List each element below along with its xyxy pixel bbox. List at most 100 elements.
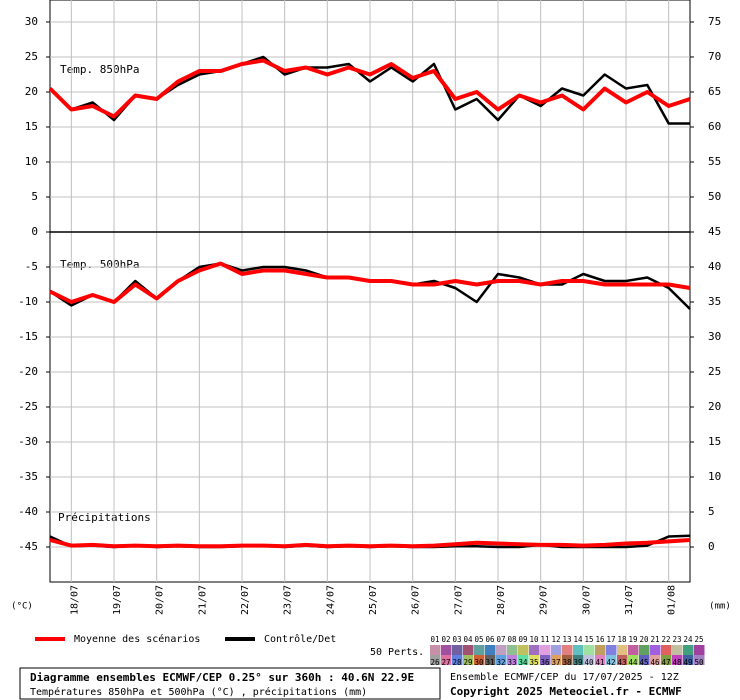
y2-tick-label: 75 [708, 15, 721, 28]
member-label: 40 [584, 658, 594, 667]
y-tick-label: -10 [18, 295, 38, 308]
y2-axis-label: (mm) [709, 602, 731, 612]
x-tick-label: 23/07 [283, 585, 294, 615]
member-swatch [694, 655, 705, 665]
member-swatch [562, 655, 573, 665]
y2-tick-label: 40 [708, 260, 721, 273]
member-label: 04 [463, 635, 473, 644]
member-swatch [430, 645, 441, 655]
footer-subtitle: Températures 850hPa et 500hPa (°C) , pré… [30, 686, 367, 698]
member-swatch [430, 655, 441, 665]
member-label: 33 [507, 658, 516, 667]
x-tick-label: 18/07 [69, 585, 80, 615]
y2-tick-label: 55 [708, 155, 721, 168]
member-label: 06 [485, 635, 495, 644]
member-swatch [628, 655, 639, 665]
member-label: 22 [661, 635, 670, 644]
member-label: 27 [441, 658, 450, 667]
member-label: 32 [496, 658, 505, 667]
member-swatch [496, 645, 507, 655]
member-swatch [452, 655, 463, 665]
y2-tick-label: 45 [708, 225, 721, 238]
x-tick-label: 30/07 [581, 585, 592, 615]
y-tick-label: -35 [18, 470, 38, 483]
member-label: 31 [485, 658, 494, 667]
member-swatch [474, 645, 485, 655]
member-label: 50 [694, 658, 704, 667]
x-tick-label: 21/07 [197, 585, 208, 615]
x-tick-label: 01/08 [667, 585, 678, 615]
y2-tick-label: 5 [708, 505, 715, 518]
member-swatch [441, 645, 452, 655]
member-swatch [639, 655, 650, 665]
y-tick-label: 30 [25, 15, 38, 28]
member-label: 34 [518, 658, 528, 667]
y2-tick-label: 65 [708, 85, 721, 98]
member-swatch [584, 645, 595, 655]
x-tick-label: 25/07 [368, 585, 379, 615]
member-label: 17 [606, 635, 615, 644]
member-label: 21 [650, 635, 659, 644]
member-swatch [683, 645, 694, 655]
member-label: 11 [540, 635, 549, 644]
legend-label: Moyenne des scénarios [74, 633, 200, 645]
member-label: 14 [573, 635, 583, 644]
y-tick-label: -40 [18, 505, 38, 518]
member-swatch [463, 655, 474, 665]
member-label: 30 [474, 658, 484, 667]
footer-title: Diagramme ensembles ECMWF/CEP 0.25° sur … [30, 671, 414, 684]
y2-tick-label: 20 [708, 400, 721, 413]
member-swatch [562, 645, 573, 655]
member-swatch [595, 645, 606, 655]
member-label: 10 [529, 635, 539, 644]
y2-tick-label: 10 [708, 470, 721, 483]
y-tick-label: -15 [18, 330, 38, 343]
member-label: 20 [639, 635, 649, 644]
legend-label: Contrôle/Det [264, 633, 336, 645]
panel-label: Précipitations [58, 511, 151, 524]
member-swatch [672, 655, 683, 665]
member-swatch [529, 645, 540, 655]
member-swatch [463, 645, 474, 655]
members-label: 50 Perts. [370, 647, 424, 658]
member-label: 03 [452, 635, 461, 644]
member-swatch [573, 645, 584, 655]
member-label: 36 [540, 658, 550, 667]
member-label: 38 [562, 658, 572, 667]
member-swatch [584, 655, 595, 665]
member-swatch [639, 645, 650, 655]
x-tick-label: 26/07 [411, 585, 422, 615]
member-swatch [661, 655, 672, 665]
member-label: 45 [639, 658, 648, 667]
member-swatch [694, 645, 705, 655]
member-swatch [551, 655, 562, 665]
member-swatch [606, 655, 617, 665]
member-label: 29 [463, 658, 472, 667]
y2-tick-label: 35 [708, 295, 721, 308]
member-label: 42 [606, 658, 615, 667]
member-label: 24 [683, 635, 693, 644]
y-tick-label: 25 [25, 50, 38, 63]
member-swatch [529, 655, 540, 665]
run-label: Ensemble ECMWF/CEP du 17/07/2025 - 12Z [450, 672, 679, 683]
y2-tick-label: 30 [708, 330, 721, 343]
y-tick-label: 15 [25, 120, 38, 133]
member-label: 15 [584, 635, 593, 644]
y-tick-label: 20 [25, 85, 38, 98]
member-label: 02 [441, 635, 450, 644]
y2-tick-label: 50 [708, 190, 721, 203]
member-swatch [617, 645, 628, 655]
member-label: 19 [628, 635, 637, 644]
panel-label: Temp. 500hPa [60, 258, 139, 271]
y-tick-label: -20 [18, 365, 38, 378]
member-swatch [540, 655, 551, 665]
member-swatch [452, 645, 463, 655]
member-label: 39 [573, 658, 582, 667]
member-label: 43 [617, 658, 626, 667]
x-tick-label: 24/07 [325, 585, 336, 615]
y2-tick-label: 15 [708, 435, 721, 448]
member-label: 48 [672, 658, 682, 667]
y2-tick-label: 60 [708, 120, 721, 133]
copyright: Copyright 2025 Meteociel.fr - ECMWF [450, 685, 682, 698]
